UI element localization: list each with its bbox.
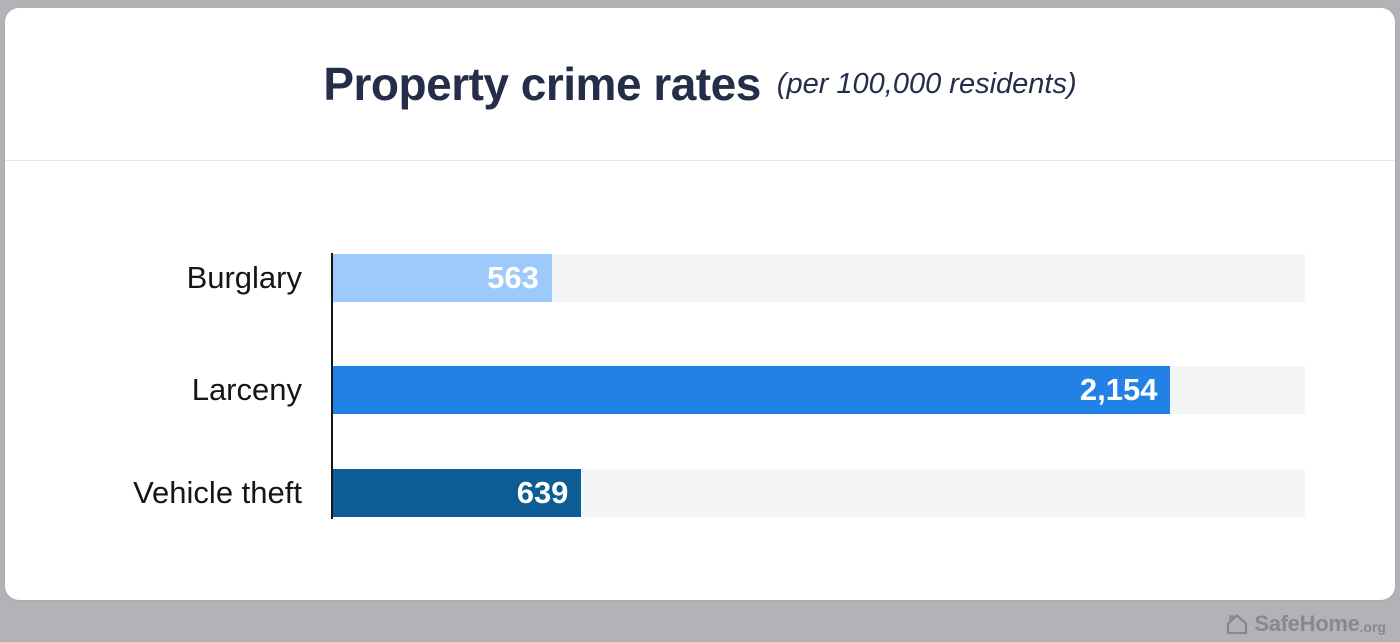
bar-larceny: 2,154 bbox=[333, 366, 1171, 414]
bar-track: 563 bbox=[333, 254, 1305, 302]
chart-header: Property crime rates (per 100,000 reside… bbox=[5, 8, 1395, 160]
bar-value-label: 563 bbox=[487, 260, 539, 295]
category-label: Vehicle theft bbox=[133, 475, 302, 510]
bar-burglary: 563 bbox=[333, 254, 552, 302]
chart-title: Property crime rates bbox=[323, 58, 761, 110]
house-icon bbox=[1225, 612, 1254, 636]
chart-card: Property crime rates (per 100,000 reside… bbox=[5, 8, 1395, 600]
category-label: Burglary bbox=[186, 260, 302, 295]
brand-name: SafeHome bbox=[1254, 611, 1360, 636]
safehome-watermark: SafeHome .org bbox=[1225, 611, 1386, 637]
bar-track: 2,154 bbox=[333, 366, 1305, 414]
bar-track: 639 bbox=[333, 469, 1305, 517]
bar-value-label: 2,154 bbox=[1079, 372, 1158, 407]
bar-vehicle-theft: 639 bbox=[333, 469, 582, 517]
chart-row-larceny: Larceny 2,154 bbox=[5, 366, 1395, 414]
chart-subtitle: (per 100,000 residents) bbox=[776, 67, 1077, 100]
chart-row-burglary: Burglary 563 bbox=[5, 254, 1395, 302]
y-axis-line bbox=[331, 253, 333, 519]
header-divider bbox=[5, 160, 1395, 161]
chart-row-vehicle-theft: Vehicle theft 639 bbox=[5, 469, 1395, 517]
bar-chart: Burglary 563 Larceny 2,154 Vehicle theft… bbox=[5, 161, 1395, 600]
bar-value-label: 639 bbox=[516, 475, 569, 510]
brand-suffix: .org bbox=[1359, 619, 1386, 635]
category-label: Larceny bbox=[191, 372, 302, 407]
